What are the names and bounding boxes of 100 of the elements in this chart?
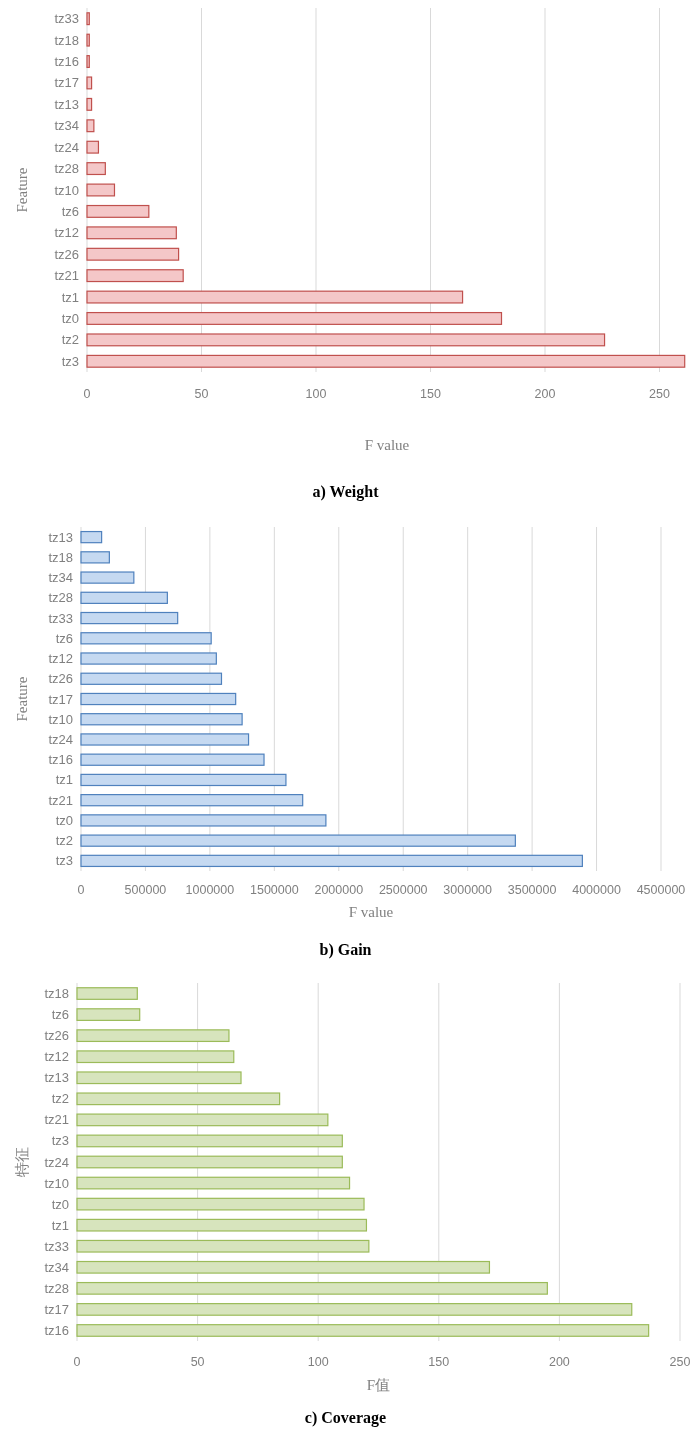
x-tick-label: 1500000	[250, 883, 299, 897]
bar	[86, 204, 150, 218]
x-tick-label: 3500000	[507, 883, 557, 897]
x-tick-label: 200	[534, 387, 556, 401]
y-tick-label: tz1	[55, 772, 73, 788]
y-tick-label: tz18	[48, 549, 73, 565]
bar	[76, 1281, 548, 1295]
bar	[80, 632, 212, 645]
y-axis-title: Feature	[14, 167, 30, 213]
bar	[80, 814, 327, 827]
y-tick-label: tz13	[48, 529, 73, 545]
y-tick-label: tz6	[51, 1007, 69, 1023]
y-tick-label: tz24	[54, 139, 79, 155]
y-tick-label: tz26	[48, 671, 73, 687]
y-tick-label: tz33	[54, 11, 79, 27]
y-tick-label: tz17	[48, 691, 73, 707]
bar	[86, 333, 606, 347]
bar	[86, 12, 90, 26]
bar	[86, 183, 116, 197]
x-tick-label: 150	[428, 1355, 450, 1369]
bar	[80, 672, 223, 685]
bar	[80, 530, 103, 544]
bar	[80, 713, 243, 726]
y-tick-label: tz28	[48, 590, 73, 606]
bar	[80, 794, 304, 807]
y-tick-label: tz2	[55, 833, 73, 849]
bar	[80, 834, 516, 847]
y-tick-label: tz10	[48, 711, 73, 727]
x-axis-title: F value	[364, 437, 410, 453]
bar	[76, 1260, 491, 1274]
y-tick-label: tz24	[44, 1154, 69, 1170]
bar	[86, 226, 177, 240]
x-tick-label: 150	[420, 387, 441, 401]
bar	[76, 1218, 368, 1232]
bar	[76, 1324, 650, 1337]
y-tick-label: tz13	[54, 96, 79, 112]
y-tick-label: tz12	[48, 651, 73, 667]
bar	[86, 269, 184, 283]
bar	[76, 1134, 343, 1148]
bar	[80, 733, 250, 746]
bar	[86, 119, 95, 133]
x-tick-label: 100	[307, 1355, 329, 1369]
x-tick-label: 250	[649, 387, 670, 401]
bar	[80, 753, 265, 766]
y-tick-label: tz17	[44, 1301, 69, 1317]
y-tick-label: tz16	[44, 1322, 69, 1338]
y-axis-title: Feature	[14, 676, 30, 722]
bar	[76, 1239, 370, 1253]
bar	[86, 97, 93, 111]
bar	[80, 652, 217, 665]
bar	[86, 247, 180, 261]
bar	[86, 354, 686, 368]
y-tick-label: tz18	[44, 986, 69, 1002]
text: c) Coverage	[304, 1409, 387, 1427]
y-tick-label: tz12	[44, 1049, 69, 1065]
x-axis-title: F value	[348, 904, 394, 920]
x-tick-label: 0	[77, 883, 85, 897]
y-tick-label: tz0	[61, 310, 79, 326]
bar	[76, 987, 138, 1000]
y-tick-label: tz16	[54, 54, 79, 70]
bar	[76, 1155, 343, 1169]
x-tick-label: 200	[548, 1355, 570, 1369]
x-tick-label: 0	[73, 1355, 81, 1369]
x-tick-label: 4000000	[572, 883, 621, 897]
bar	[76, 1029, 230, 1043]
bar	[80, 571, 135, 584]
bar	[76, 1050, 235, 1064]
bar	[76, 1197, 365, 1211]
y-tick-label: tz1	[61, 289, 79, 305]
bar	[76, 1008, 141, 1021]
x-tick-label: 500000	[124, 883, 167, 897]
bar	[86, 311, 503, 325]
bar	[86, 55, 90, 69]
y-tick-label: tz12	[54, 225, 79, 241]
bar	[86, 33, 90, 47]
bar	[80, 692, 237, 706]
y-tick-label: tz3	[61, 353, 79, 369]
y-tick-label: tz33	[48, 610, 73, 626]
bar	[76, 1071, 242, 1085]
x-tick-label: 3000000	[443, 883, 493, 897]
x-tick-label: 0	[83, 387, 91, 401]
bar	[80, 591, 168, 604]
y-tick-label: tz16	[48, 752, 73, 768]
y-axis-title: 特征	[14, 1147, 30, 1177]
x-axis-title: F值	[366, 1377, 391, 1393]
y-tick-label: tz0	[51, 1196, 69, 1212]
x-tick-label: 4500000	[636, 883, 686, 897]
y-tick-label: tz3	[55, 853, 73, 869]
x-tick-label: 1000000	[185, 883, 235, 897]
x-tick-label: 2000000	[314, 883, 364, 897]
y-tick-label: tz2	[51, 1091, 69, 1107]
y-tick-label: tz26	[54, 246, 79, 262]
y-tick-label: tz2	[61, 332, 79, 348]
y-tick-label: tz13	[44, 1070, 69, 1086]
y-tick-label: tz10	[54, 182, 79, 198]
bar	[80, 773, 287, 787]
bar	[76, 1303, 633, 1316]
y-tick-label: tz17	[54, 75, 79, 91]
y-tick-label: tz28	[44, 1280, 69, 1296]
y-tick-label: tz6	[55, 630, 73, 646]
